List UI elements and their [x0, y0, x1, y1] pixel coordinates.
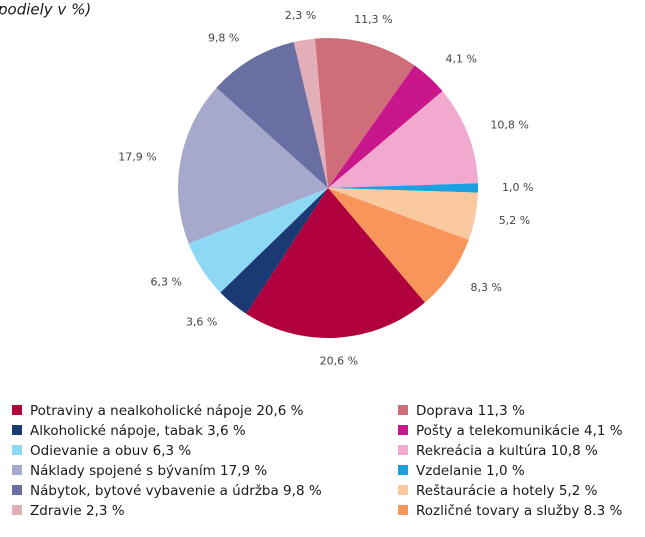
- legend-swatch: [12, 505, 22, 515]
- chart-title: podiely v %): [0, 1, 91, 19]
- legend-label: Pošty a telekomunikácie 4,1 %: [416, 423, 623, 439]
- pie-slice: [328, 188, 469, 303]
- legend-swatch: [398, 445, 408, 455]
- slice-label: 1,0 %: [502, 181, 533, 194]
- legend-label: Rozličné tovary a služby 8.3 %: [416, 503, 622, 519]
- slice-label: 5,2 %: [499, 214, 530, 227]
- legend-swatch: [398, 485, 408, 495]
- legend-label: Náklady spojené s bývaním 17,9 %: [30, 463, 267, 479]
- slice-label: 2,3 %: [285, 9, 316, 22]
- pie-slice: [328, 91, 478, 188]
- pie-slice: [246, 188, 425, 338]
- legend-label: Rekreácia a kultúra 10,8 %: [416, 443, 598, 459]
- slice-label: 4,1 %: [446, 53, 477, 66]
- legend-label: Zdravie 2,3 %: [30, 503, 125, 519]
- legend-swatch: [12, 425, 22, 435]
- legend-swatch: [12, 445, 22, 455]
- pie-slice: [293, 38, 328, 188]
- legend-swatch: [12, 405, 22, 415]
- slice-label: 17,9 %: [118, 150, 156, 163]
- legend-label: Odievanie a obuv 6,3 %: [30, 443, 191, 459]
- legend-swatch: [398, 505, 408, 515]
- pie-slice: [220, 188, 328, 314]
- legend-label: Vzdelanie 1,0 %: [416, 463, 525, 479]
- pie-slice: [188, 188, 328, 293]
- slice-label: 8,3 %: [470, 281, 501, 294]
- pie-slice: [328, 183, 479, 193]
- slice-label: 3,6 %: [186, 315, 217, 328]
- legend-label: Reštaurácie a hotely 5,2 %: [416, 483, 598, 499]
- legend-swatch: [398, 405, 408, 415]
- slice-label: 9,8 %: [208, 31, 239, 44]
- slice-label: 6,3 %: [150, 276, 181, 289]
- pie-slice: [328, 65, 443, 188]
- pie-slice: [177, 87, 328, 244]
- legend-label: Doprava 11,3 %: [416, 403, 525, 419]
- legend-label: Potraviny a nealkoholické nápoje 20,6 %: [30, 403, 304, 419]
- legend-swatch: [12, 485, 22, 495]
- pie-slice: [328, 188, 478, 240]
- slice-label: 20,6 %: [320, 355, 358, 368]
- legend-label: Alkoholické nápoje, tabak 3,6 %: [30, 423, 246, 439]
- pie-slice: [216, 41, 328, 188]
- pie-slice: [314, 38, 415, 188]
- slice-label: 10,8 %: [490, 119, 528, 132]
- legend-swatch: [12, 465, 22, 475]
- slice-label: 11,3 %: [354, 13, 392, 26]
- legend-swatch: [398, 465, 408, 475]
- legend-swatch: [398, 425, 408, 435]
- legend-label: Nábytok, bytové vybavenie a údržba 9,8 %: [30, 483, 322, 499]
